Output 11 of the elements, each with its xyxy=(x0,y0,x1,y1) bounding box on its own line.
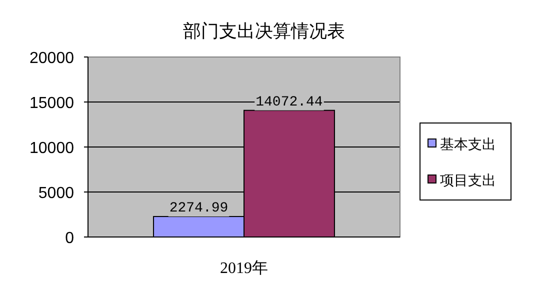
chart-title: 部门支出决算情况表 xyxy=(183,21,345,41)
legend-label: 项目支出 xyxy=(440,173,496,189)
y-tick-label: 15000 xyxy=(30,95,74,112)
data-label: 14072.44 xyxy=(256,94,323,110)
y-tick-label: 0 xyxy=(65,230,74,247)
y-tick-label: 20000 xyxy=(30,50,74,67)
y-tick-label: 10000 xyxy=(30,140,74,157)
y-tick-label: 5000 xyxy=(38,185,74,202)
x-tick-label: 2019年 xyxy=(220,260,268,277)
legend-label: 基本支出 xyxy=(440,137,496,153)
data-label: 2274.99 xyxy=(169,200,228,217)
